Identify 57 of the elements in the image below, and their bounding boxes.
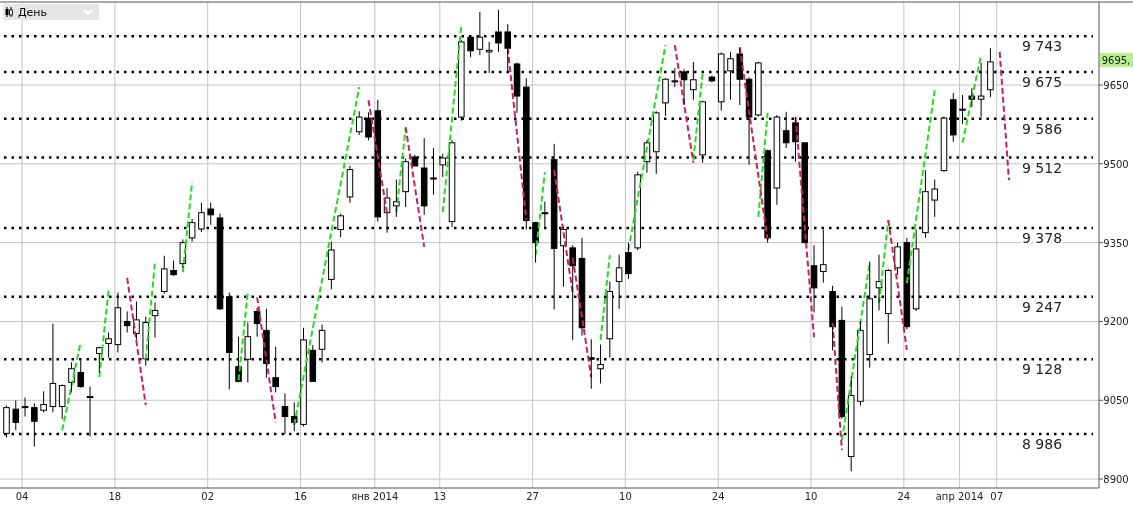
chart-title: День: [18, 6, 48, 19]
candlestick: [161, 255, 168, 295]
y-tick-label: 9350: [1103, 237, 1129, 249]
candlestick: [894, 242, 901, 276]
x-tick-label: янв 2014: [351, 491, 399, 502]
x-tick-label: 16: [294, 491, 307, 502]
candlestick: [170, 260, 177, 276]
candlestick: [188, 218, 196, 243]
candlestick: [931, 179, 938, 218]
candlestick: [346, 165, 354, 204]
candlestick: [393, 179, 400, 218]
candlestick: [151, 302, 159, 339]
y-tick-label: 9500: [1103, 158, 1129, 170]
candlestick: [903, 237, 911, 330]
candlestick: [105, 331, 112, 359]
x-tick-label: 07: [990, 491, 1004, 502]
x-tick-label: 24: [711, 491, 725, 502]
ref-line-label: 9 128: [1021, 361, 1063, 378]
candlestick: [114, 292, 122, 353]
candlestick: [857, 320, 864, 407]
x-tick-label: 02: [201, 491, 215, 502]
ref-line-label: 9 512: [1021, 159, 1063, 176]
x-tick-label: апр 2014: [935, 491, 984, 502]
candlestick: [513, 61, 521, 114]
y-tick-label: 9650: [1103, 80, 1129, 92]
ref-line-label: 9 378: [1021, 229, 1063, 246]
candlestick: [625, 242, 632, 280]
candlestick: [328, 241, 335, 290]
ref-line-label: 9 247: [1021, 298, 1063, 315]
ref-line-label: 9 675: [1021, 73, 1063, 90]
candlestick: [12, 399, 20, 431]
candlestick: [198, 202, 205, 233]
x-tick-label: 10: [804, 491, 818, 502]
candlestick: [485, 41, 493, 74]
candlestick: [207, 202, 214, 226]
ref-line-label: 9 743: [1021, 38, 1063, 55]
candlestick: [708, 75, 716, 83]
candlestick: [290, 401, 298, 432]
candlestick: [940, 116, 948, 172]
x-tick-label: 24: [897, 491, 911, 502]
candlestick: [40, 390, 47, 413]
x-tick-label: 10: [619, 491, 632, 502]
x-tick-label: 18: [108, 491, 122, 502]
candlestick: [402, 158, 409, 208]
candlestick: [58, 385, 66, 420]
y-tick-label: 8900: [1103, 474, 1129, 486]
ref-line-label: 9 586: [1021, 120, 1063, 137]
x-tick-label: 27: [526, 491, 539, 502]
text: 9695,: [1101, 55, 1131, 66]
ref-line-label: 8 986: [1021, 435, 1063, 452]
x-tick-label: 04: [15, 491, 29, 502]
x-tick-label: 13: [433, 491, 447, 502]
candlestick: [253, 307, 261, 338]
y-tick-label: 9200: [1103, 316, 1129, 328]
y-tick-label: 9050: [1103, 395, 1129, 407]
candlestick: [309, 344, 317, 382]
candlestick: [123, 310, 131, 333]
